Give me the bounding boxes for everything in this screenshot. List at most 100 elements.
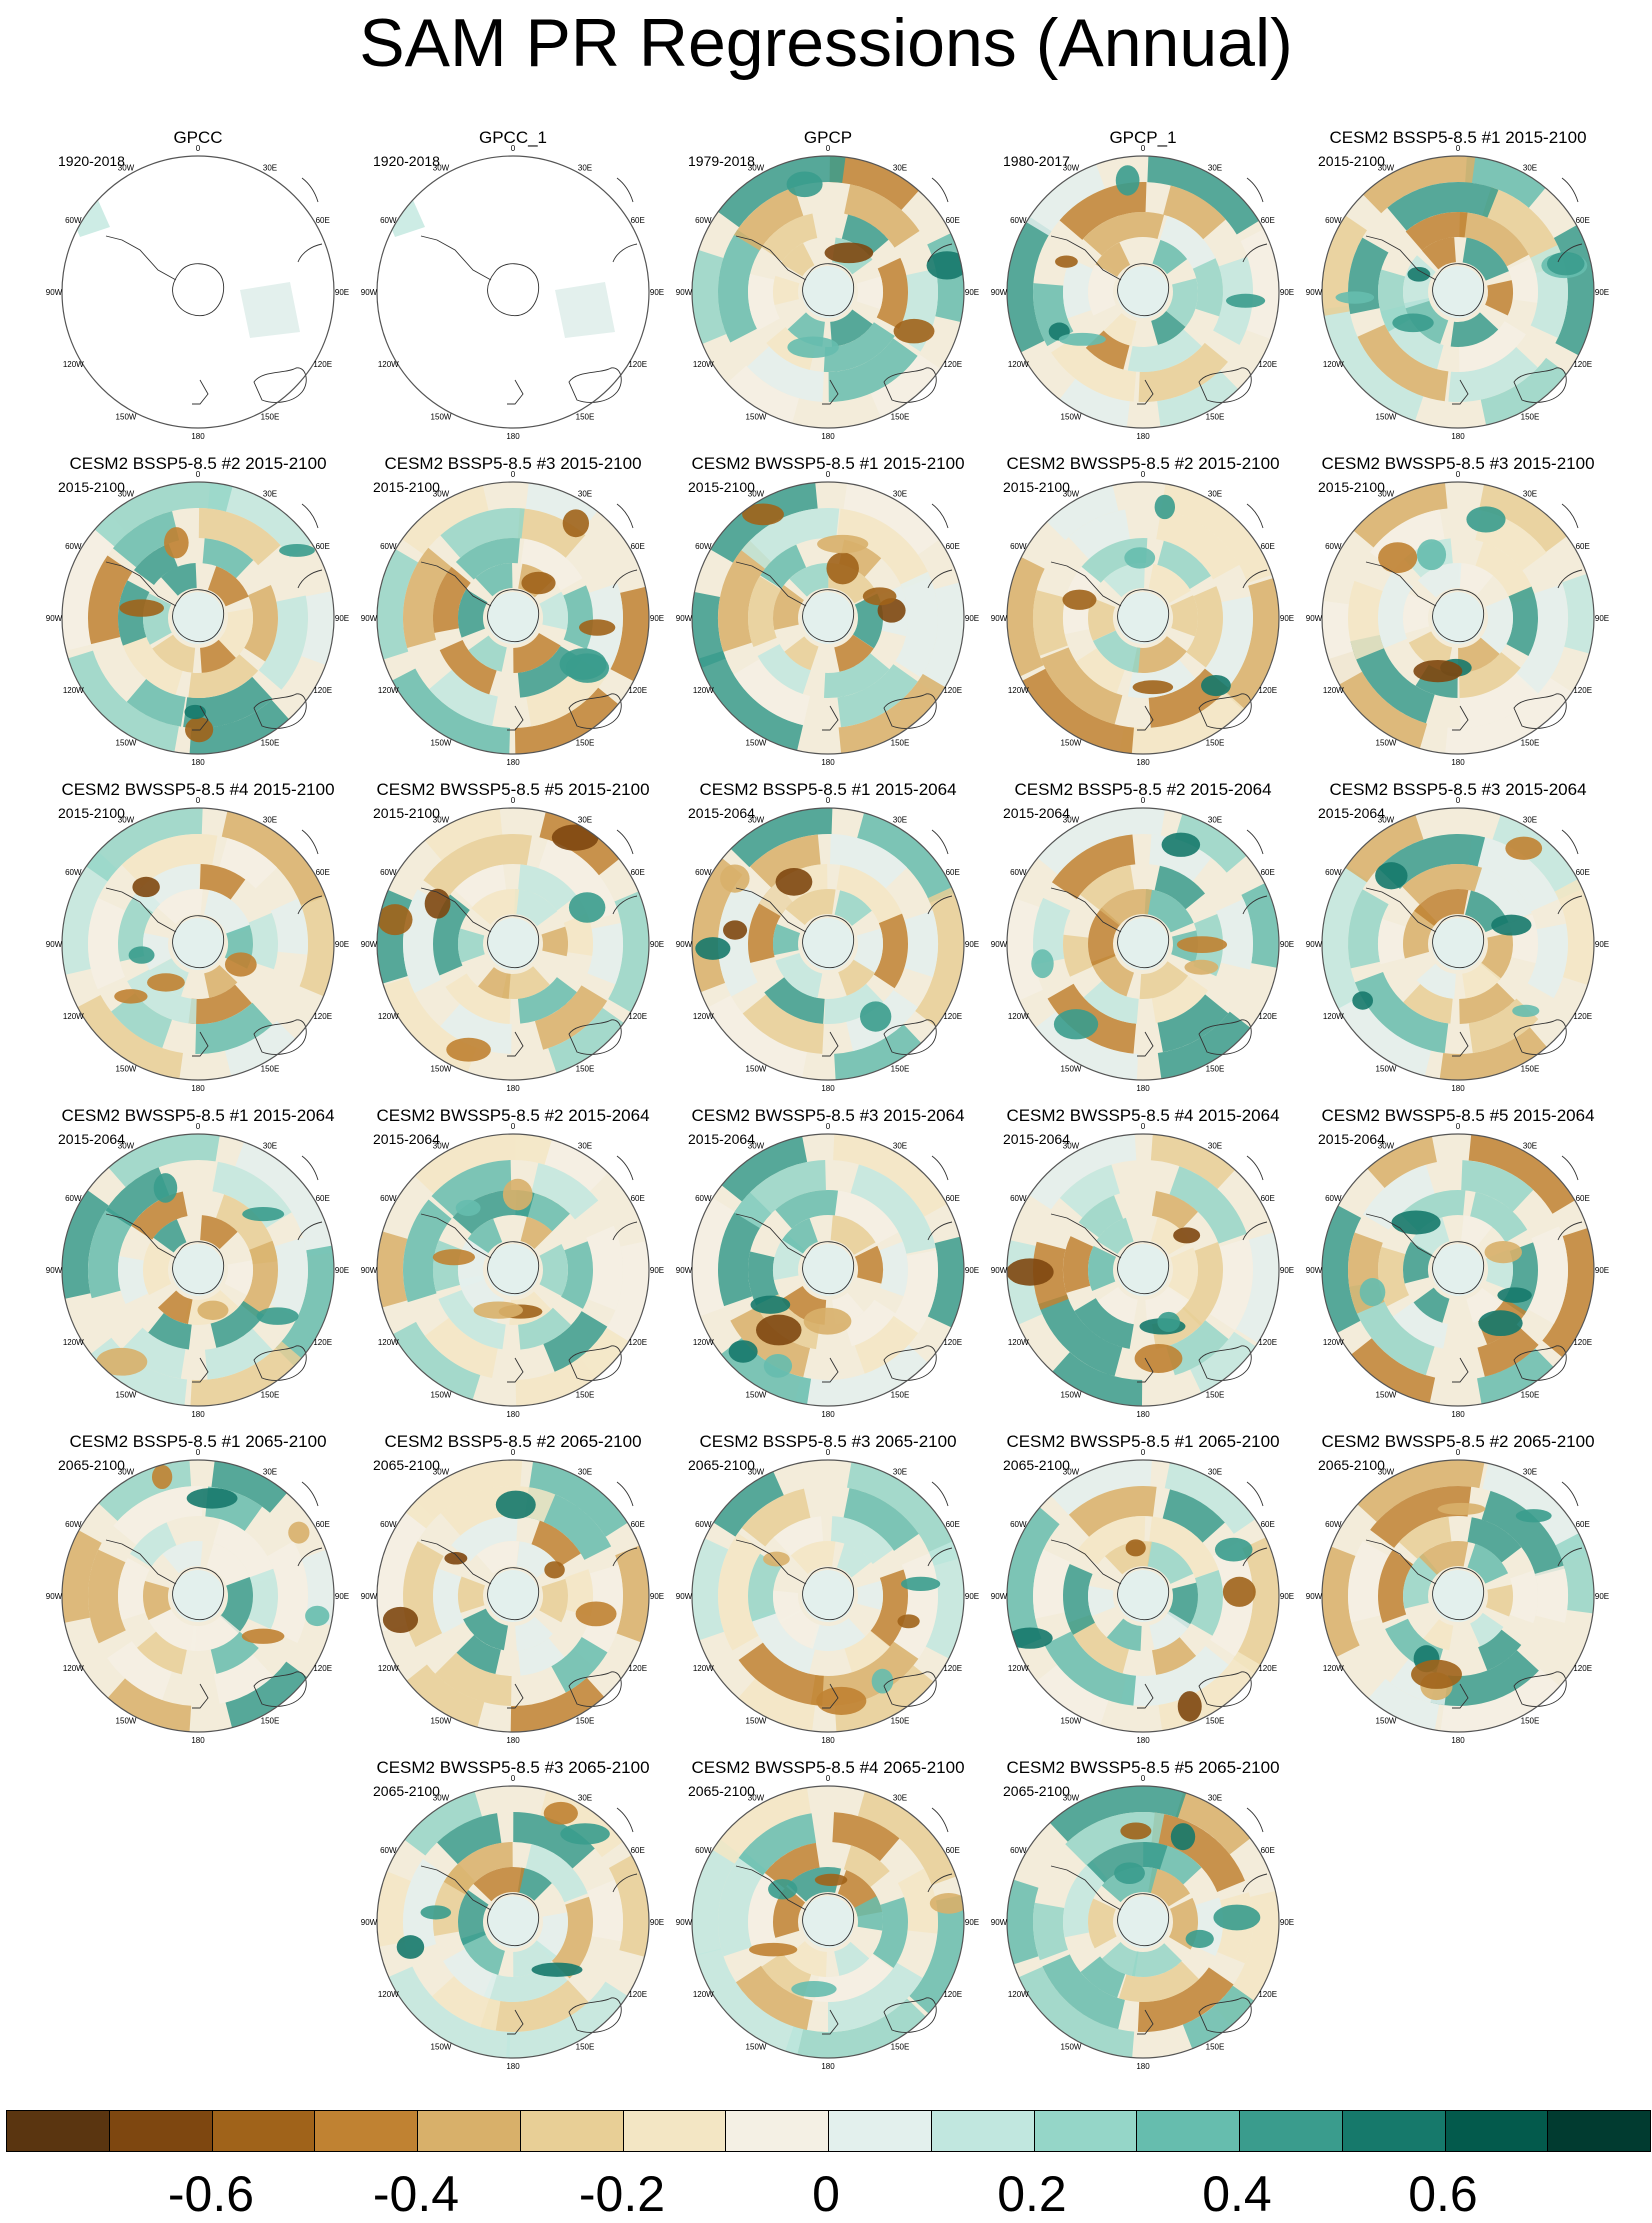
lon-label: 30W xyxy=(1063,163,1080,172)
lon-label: 60W xyxy=(695,1194,712,1203)
lon-label: 150W xyxy=(746,739,767,748)
lon-label: 120W xyxy=(1323,1012,1344,1021)
lon-label: 150W xyxy=(746,2043,767,2052)
lon-label: 90W xyxy=(46,614,63,623)
lon-label: 60E xyxy=(1576,1520,1590,1529)
lon-label: 30E xyxy=(893,1793,907,1802)
lon-label: 30E xyxy=(893,1141,907,1150)
lon-label: 0 xyxy=(826,1448,831,1457)
lon-label: 150W xyxy=(746,1717,767,1726)
lon-label: 90E xyxy=(1595,1266,1609,1275)
colorbar-box xyxy=(930,2110,1035,2152)
lon-label: 60W xyxy=(695,216,712,225)
lon-label: 150W xyxy=(1376,1717,1397,1726)
map-panel: CESM2 BSSP5-8.5 #3 2015-2064 2015-2064 0 30… xyxy=(1300,780,1616,1093)
lon-label: 150E xyxy=(1206,1717,1225,1726)
lon-label: 150W xyxy=(1376,1065,1397,1074)
map-panel: CESM2 BWSSP5-8.5 #1 2015-2100 2015-2100 0 3… xyxy=(670,454,986,767)
panel-title: CESM2 BWSSP5-8.5 #5 2015-2100 xyxy=(376,780,650,799)
lon-label: 120E xyxy=(1573,1338,1592,1347)
lon-label: 30E xyxy=(893,815,907,824)
precip-field xyxy=(1322,1460,1594,1732)
lon-label: 90W xyxy=(991,288,1008,297)
lon-label: 30W xyxy=(1378,163,1395,172)
lon-label: 30W xyxy=(433,489,450,498)
lon-label: 60E xyxy=(1261,868,1275,877)
lon-label: 150W xyxy=(1376,739,1397,748)
lon-label: 30E xyxy=(578,815,592,824)
lon-label: 120W xyxy=(1008,1664,1029,1673)
lon-label: 0 xyxy=(196,796,201,805)
lon-label: 150E xyxy=(891,413,910,422)
lon-label: 30W xyxy=(118,1467,135,1476)
colorbar-box xyxy=(622,2110,727,2152)
lon-label: 150E xyxy=(1206,1391,1225,1400)
map-panel: CESM2 BWSSP5-8.5 #2 2065-2100 2065-2100 0 3… xyxy=(1300,1432,1616,1745)
map-panel: CESM2 BSSP5-8.5 #3 2065-2100 2065-2100 0 30… xyxy=(670,1432,986,1745)
panel-title: CESM2 BSSP5-8.5 #2 2065-2100 xyxy=(384,1432,642,1451)
polar-map: 0 30E 60E 90E 120E 150E 180 150W 120W 90W 60W 30W xyxy=(676,796,979,1093)
lon-label: 90W xyxy=(361,1266,378,1275)
lon-label: 150E xyxy=(1521,1391,1540,1400)
lon-label: 180 xyxy=(506,432,520,441)
lon-label: 120W xyxy=(63,686,84,695)
lon-label: 150E xyxy=(261,1717,280,1726)
lon-label: 30E xyxy=(263,1141,277,1150)
lon-label: 120W xyxy=(1008,1338,1029,1347)
lon-label: 180 xyxy=(1451,1084,1465,1093)
lon-label: 90E xyxy=(965,288,979,297)
lon-label: 60W xyxy=(65,542,82,551)
lon-label: 90E xyxy=(965,1592,979,1601)
panel-title: CESM2 BWSSP5-8.5 #4 2065-2100 xyxy=(691,1758,965,1777)
lon-label: 120E xyxy=(628,1338,647,1347)
colorbar-box xyxy=(1239,2110,1343,2152)
panel-period: 2015-2100 xyxy=(373,805,440,821)
lon-label: 150W xyxy=(1061,413,1082,422)
lon-label: 0 xyxy=(826,470,831,479)
lon-label: 60E xyxy=(631,1846,645,1855)
lon-label: 180 xyxy=(1136,432,1150,441)
panel-title: CESM2 BSSP5-8.5 #2 2015-2100 xyxy=(69,454,327,473)
coastlines xyxy=(735,1807,953,2035)
lon-label: 0 xyxy=(1456,1448,1461,1457)
colorbar-tick-label: 0.6 xyxy=(1408,2166,1478,2222)
polar-map: 0 30E 60E 90E 120E 150E 180 150W 120W 90W 60W 30W xyxy=(46,796,349,1093)
colorbar-tick-label: 0 xyxy=(812,2166,840,2222)
map-panel: CESM2 BWSSP5-8.5 #1 2065-2100 2065-2100 0 3… xyxy=(985,1432,1301,1745)
lon-label: 90W xyxy=(991,1918,1008,1927)
polar-map: 0 30E 60E 90E 120E 150E 180 150W 120W 90W 60W 30W xyxy=(361,796,664,1093)
lon-label: 30E xyxy=(1208,1793,1222,1802)
lon-label: 30W xyxy=(433,1793,450,1802)
lon-label: 90W xyxy=(991,1592,1008,1601)
polar-map: 0 30E 60E 90E 120E 150E 180 150W 120W 90W 60W 30W xyxy=(1306,470,1609,767)
lon-label: 90E xyxy=(1280,940,1294,949)
panel-period: 2015-2064 xyxy=(58,1131,125,1147)
lon-label: 120E xyxy=(943,1990,962,1999)
map-panel: CESM2 BSSP5-8.5 #1 2015-2064 2015-2064 0 30… xyxy=(670,780,986,1093)
precip-field xyxy=(692,156,964,428)
lon-label: 90W xyxy=(46,288,63,297)
panel-title: CESM2 BSSP5-8.5 #3 2015-2064 xyxy=(1329,780,1587,799)
colorbar-box xyxy=(1444,2110,1549,2152)
colorbar xyxy=(6,2110,1651,2154)
lon-label: 90E xyxy=(650,940,664,949)
lon-label: 30E xyxy=(1523,489,1537,498)
lon-label: 0 xyxy=(1456,1122,1461,1131)
lon-label: 90W xyxy=(361,614,378,623)
lon-label: 90W xyxy=(361,1592,378,1601)
lon-label: 90E xyxy=(1595,288,1609,297)
lon-label: 120W xyxy=(1008,360,1029,369)
lon-label: 150W xyxy=(116,1065,137,1074)
polar-map: 0 30E 60E 90E 120E 150E 180 150W 120W 90W 60W 30W xyxy=(46,1122,349,1419)
lon-label: 0 xyxy=(196,470,201,479)
lon-label: 90W xyxy=(991,940,1008,949)
map-panel: CESM2 BWSSP5-8.5 #5 2015-2064 2015-2064 0 3… xyxy=(1300,1106,1616,1419)
polar-map: 0 30E 60E 90E 120E 150E 180 150W 120W 90W 60W 30W xyxy=(1306,144,1609,441)
lon-label: 30W xyxy=(433,1467,450,1476)
lon-label: 0 xyxy=(196,1122,201,1131)
lon-label: 30E xyxy=(263,163,277,172)
lon-label: 120E xyxy=(628,1012,647,1021)
map-panel: CESM2 BWSSP5-8.5 #3 2015-2064 2015-2064 0 3… xyxy=(670,1106,986,1419)
lon-label: 30W xyxy=(1378,815,1395,824)
panel-title: CESM2 BSSP5-8.5 #1 2015-2064 xyxy=(699,780,957,799)
